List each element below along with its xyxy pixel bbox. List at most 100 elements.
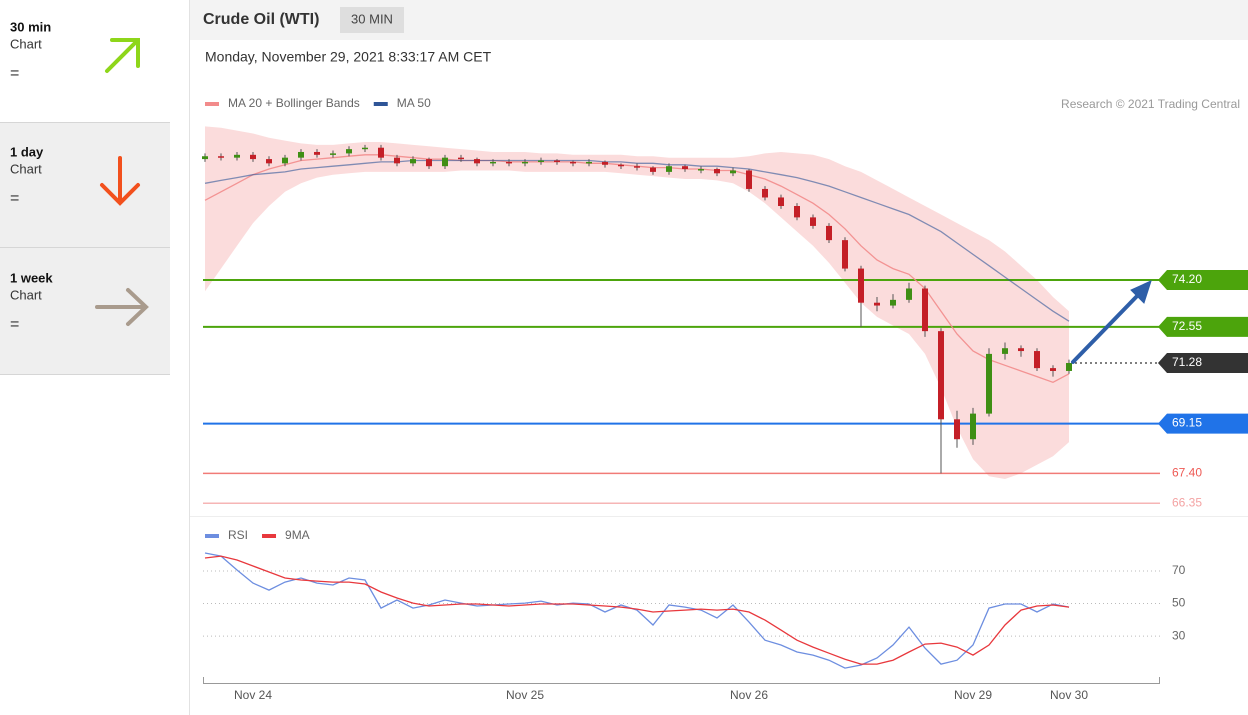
level-tag [1158, 413, 1248, 434]
candle-body [890, 299, 896, 306]
legend-label: MA 20 + Bollinger Bands [228, 96, 360, 110]
candle-body [666, 166, 672, 172]
sidebar-label[interactable]: Chart [10, 161, 42, 176]
candle-body [234, 154, 240, 158]
candle-body [554, 160, 560, 163]
x-tick-label: Nov 29 [954, 688, 992, 702]
credit: Research © 2021 Trading Central [1061, 97, 1240, 111]
candle-body [474, 159, 480, 164]
candle-body [874, 302, 880, 306]
level-label: 74.20 [1172, 272, 1202, 286]
moving-average-line [204, 159, 1070, 322]
candle-body [426, 159, 432, 167]
x-tick-label: Nov 25 [506, 688, 544, 702]
candle-body [330, 153, 336, 155]
candle-body [1066, 362, 1072, 371]
legend-label: MA 50 [397, 96, 431, 110]
sidebar-period[interactable]: 30 min [10, 19, 51, 34]
candle-body [458, 157, 464, 160]
instrument-title: Crude Oil (WTI) [203, 11, 319, 28]
x-tick-label: Nov 30 [1050, 688, 1088, 702]
interval-label[interactable]: 30 MIN [351, 11, 393, 26]
sidebar-item-bg [0, 123, 170, 247]
plot-area: 74.20 72.55 71.28 69.15 67.40 66.35 MA 20 + Bo… [202, 96, 1248, 702]
level-label: 72.55 [1172, 319, 1202, 333]
interval-badge[interactable] [340, 7, 404, 33]
candle-body [794, 206, 800, 218]
legend-label: RSI [228, 528, 248, 542]
legend-swatch [205, 534, 219, 538]
candle-body [362, 147, 368, 150]
candle-body [954, 419, 960, 440]
candle-body [682, 166, 688, 170]
level-tag [1158, 352, 1248, 373]
candle-body [858, 268, 864, 303]
legend-swatch [373, 102, 388, 106]
sidebar-signal: = [10, 65, 19, 82]
candle-body [586, 161, 592, 164]
candle-body [938, 331, 944, 420]
candle-body [522, 161, 528, 164]
y-tick-label: 70 [1172, 563, 1186, 577]
candle-body [570, 161, 576, 164]
legend-swatch [205, 102, 219, 106]
x-tick-label: Nov 24 [234, 688, 272, 702]
candle-body [826, 225, 832, 241]
arrow-right-icon [95, 288, 149, 326]
candle-body [746, 170, 752, 189]
level-label: 66.35 [1172, 495, 1202, 509]
candle-body [1018, 348, 1024, 352]
level-label: 67.40 [1172, 466, 1202, 480]
candle-body [1034, 351, 1040, 369]
sidebar-period[interactable]: 1 day [10, 144, 44, 159]
candle-body [298, 151, 304, 158]
candle-body [490, 161, 496, 164]
candle-body [842, 240, 848, 269]
legend-label: 9MA [285, 528, 310, 542]
candle-body [602, 161, 608, 165]
sidebar-signal: = [10, 190, 19, 207]
sidebar-item-bg [0, 0, 170, 122]
sidebar-period[interactable]: 1 week [10, 270, 53, 285]
candle-body [634, 166, 640, 168]
candle-body [442, 157, 448, 167]
candle-body [986, 353, 992, 414]
candle-body [506, 161, 512, 164]
candle-body [202, 156, 208, 160]
arrow-up-icon [105, 38, 140, 73]
candle-body [970, 413, 976, 440]
y-tick-label: 50 [1172, 596, 1186, 610]
level-tag [1158, 316, 1248, 337]
candle-body [266, 159, 272, 164]
arrow-down-icon [100, 156, 140, 206]
candle-body [346, 149, 352, 154]
sidebar-signal: = [10, 316, 19, 333]
indicator-line [204, 552, 1070, 669]
candle-body [698, 169, 704, 171]
candle-body [714, 169, 720, 174]
candle-body [410, 159, 416, 164]
candle-body [778, 197, 784, 207]
level-label: 69.15 [1172, 416, 1202, 430]
candle-body [314, 151, 320, 155]
bollinger-band [205, 126, 1069, 480]
candle-body [618, 164, 624, 167]
candle-body [730, 170, 736, 174]
candle-body [1002, 348, 1008, 354]
x-tick-label: Nov 26 [730, 688, 768, 702]
candle-body [282, 157, 288, 164]
candle-body [906, 288, 912, 300]
sidebar-label[interactable]: Chart [10, 287, 42, 302]
candle-body [922, 288, 928, 332]
candle-body [538, 160, 544, 163]
sidebar-label[interactable]: Chart [10, 36, 42, 51]
indicator-line [204, 555, 1070, 665]
candle-body [250, 154, 256, 160]
y-tick-label: 30 [1172, 628, 1186, 642]
legend-swatch [262, 534, 277, 538]
candle-body [810, 217, 816, 226]
candle-body [378, 147, 384, 158]
candle-body [218, 156, 224, 158]
